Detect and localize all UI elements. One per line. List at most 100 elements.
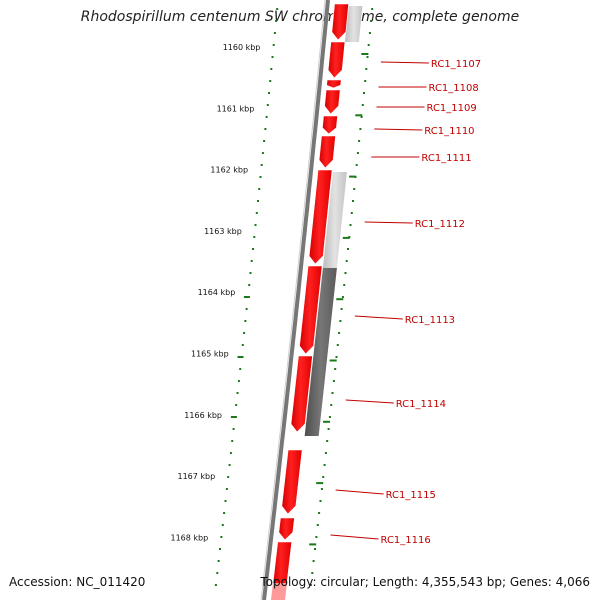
tick-mark-right [309, 543, 317, 546]
scale-label: 1166 kbp [184, 411, 222, 420]
tick-dot-right [338, 332, 341, 334]
tick-dot-left [223, 512, 226, 514]
tick-dot-right [330, 404, 333, 406]
tick-dot-left [272, 44, 275, 46]
gene-labels: RC1_1107 RC1_1108 RC1_1109 RC1_1110 RC1_1111… [330, 59, 481, 546]
tick-dot-left [252, 248, 254, 250]
tick-mark-right [323, 420, 330, 423]
tick-dot-left [269, 80, 272, 82]
label-leader-line [380, 61, 429, 64]
tick-dot-left [254, 224, 257, 226]
label-leader-line [345, 399, 394, 404]
tick-dot-right [340, 308, 343, 310]
tick-dot-left [237, 380, 240, 382]
tick-dot-right [311, 572, 314, 574]
tick-dot-left [239, 368, 242, 370]
tick-dot-right [320, 488, 323, 490]
tick-dot-left [270, 68, 273, 70]
tick-dot-right [309, 584, 312, 586]
tick-dot-right [358, 140, 361, 142]
tick-dot-left [221, 524, 224, 526]
tick-dot-left [250, 260, 253, 262]
grey-feature-top [344, 6, 363, 42]
tick-dot-left [216, 572, 219, 574]
gene-label: RC1_1107 [431, 59, 481, 70]
tick-dot-right [364, 80, 367, 82]
tick-dot-left [217, 560, 220, 562]
genome-summary: Topology: circular; Length: 4,355,543 bp… [260, 575, 590, 589]
tick-dot-left [214, 584, 217, 586]
cds-arrow [278, 517, 295, 541]
label-leader-line [374, 128, 423, 131]
sequence-backbone [260, 0, 330, 600]
tick-dot-right [356, 152, 359, 154]
scale-label: 1167 kbp [177, 472, 215, 481]
tick-dot-left [249, 272, 252, 274]
accession-text: Accession: NC_011420 [9, 575, 146, 589]
backbone-highlight [260, 0, 326, 600]
label-leader-line [330, 534, 379, 540]
tick-dot-left [265, 116, 268, 118]
scale-label: 1164 kbp [198, 288, 236, 297]
gene-label: RC1_1112 [415, 219, 465, 230]
tick-dot-left [243, 332, 246, 334]
gene-label: RC1_1108 [429, 83, 479, 94]
tick-dot-left [235, 404, 238, 406]
tick-dot-left [241, 344, 244, 346]
scale-label: 1162 kbp [210, 166, 248, 175]
gene-label: RC1_1109 [427, 103, 477, 114]
tick-dot-right [326, 440, 329, 442]
tick-dot-right [323, 464, 326, 466]
tick-dot-right [366, 56, 369, 58]
cds-arrow [299, 265, 323, 355]
scale-label: 1161 kbp [217, 104, 255, 113]
tick-dot-left [232, 428, 235, 430]
tick-dot-right [331, 392, 334, 394]
scale-label: 1160 kbp [223, 43, 261, 52]
tick-dot-right [324, 452, 327, 454]
map-title: Rhodospirillum centenum SW chromosome, c… [80, 9, 520, 25]
backbone-line [262, 0, 330, 600]
cds-arrow [326, 79, 342, 89]
tick-dot-right [335, 356, 338, 358]
tick-dot-right [327, 428, 330, 430]
tick-dot-right [316, 524, 319, 526]
tick-dot-right [347, 248, 349, 250]
tick-dot-left [224, 500, 227, 502]
tick-dot-left [255, 212, 258, 214]
tick-mark-right [336, 298, 344, 301]
tick-dot-left [220, 536, 223, 538]
tick-dot-right [367, 44, 370, 46]
gene-label: RC1_1111 [421, 153, 471, 164]
tick-dot-left [271, 56, 274, 58]
tick-dot-right [345, 260, 348, 262]
scale-label: 1163 kbp [204, 227, 242, 236]
tick-mark-right [329, 359, 337, 362]
tick-dot-right [319, 500, 322, 502]
tick-dot-right [361, 104, 364, 106]
scale-label: 1165 kbp [191, 350, 229, 359]
tick-dot-left [260, 164, 263, 166]
cds-arrow [308, 169, 333, 265]
tick-dot-right [360, 116, 363, 118]
tick-dot-right [315, 536, 318, 538]
tick-dot-left [225, 488, 228, 490]
tick-dot-left [273, 32, 276, 34]
cds-arrow [324, 89, 341, 115]
tick-dot-right [349, 224, 352, 226]
tick-dot-right [365, 68, 368, 70]
tick-dot-left [230, 416, 237, 418]
tick-dot-left [229, 452, 232, 454]
tick-dot-left [243, 296, 250, 298]
tick-dot-left [244, 320, 247, 322]
tick-dot-right [322, 476, 325, 478]
tick-dot-left [236, 392, 239, 394]
cds-arrow [281, 449, 303, 515]
grey-feature-track [304, 6, 363, 436]
gene-label: RC1_1113 [405, 315, 455, 326]
tick-dot-left [258, 188, 261, 190]
tick-dot-left [264, 128, 267, 130]
tick-dot-right [332, 380, 335, 382]
tick-dot-right [341, 296, 344, 298]
